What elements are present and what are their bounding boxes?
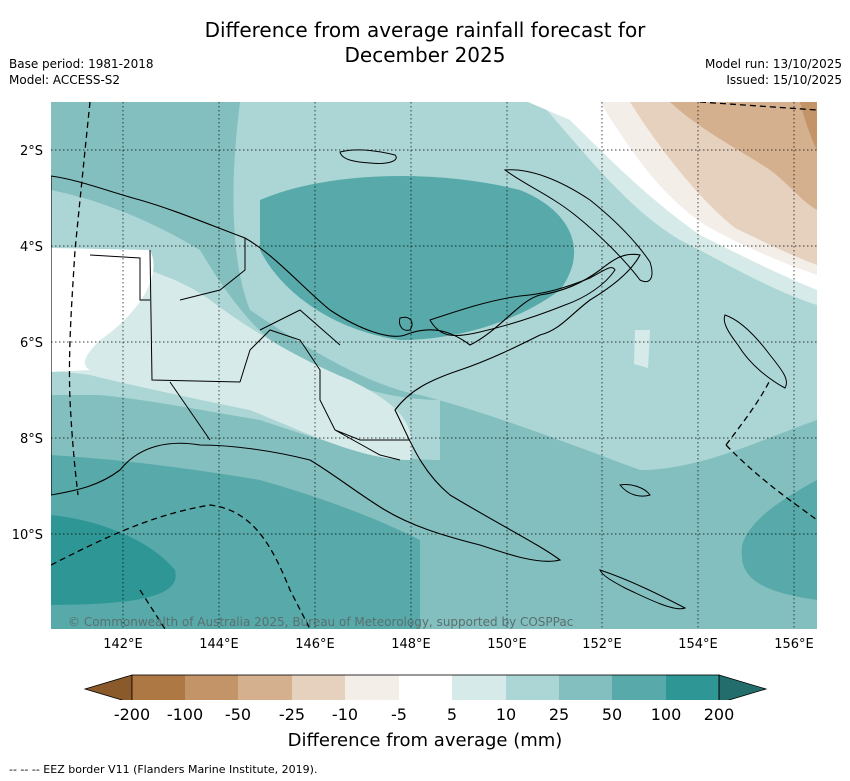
province-borders bbox=[89, 238, 410, 461]
colorbar-segment bbox=[399, 675, 452, 700]
band-5-10-island bbox=[634, 330, 650, 368]
colorbar-segment bbox=[345, 675, 399, 700]
colorbar-label: 100 bbox=[650, 705, 682, 724]
lon-label: 146°E bbox=[295, 637, 335, 652]
new-britain-coast bbox=[429, 267, 616, 337]
colorbar-segment bbox=[132, 675, 185, 700]
lon-label: 148°E bbox=[391, 637, 431, 652]
eez-borders bbox=[51, 102, 817, 629]
colorbar-segment bbox=[612, 675, 666, 700]
lat-label: 8°S bbox=[20, 432, 43, 447]
band-5-10 bbox=[51, 250, 412, 460]
rainfall-map: 2°S 4°S 6°S 8°S 10°S 142°E 144°E 146°E 1… bbox=[12, 102, 817, 700]
band-100-200-southwest bbox=[51, 515, 176, 605]
colorbar-segment bbox=[452, 675, 506, 700]
colorbar-label: 50 bbox=[601, 705, 623, 724]
bougainville-coast bbox=[723, 314, 787, 389]
colorbar-label: -25 bbox=[278, 705, 306, 724]
colorbar-label: 200 bbox=[703, 705, 735, 724]
lat-labels: 2°S 4°S 6°S 8°S 10°S bbox=[12, 144, 43, 543]
lon-labels: 142°E 144°E 146°E 148°E 150°E 152°E 154°… bbox=[103, 637, 814, 652]
colorbar-segment bbox=[666, 675, 719, 700]
colorbar-frame bbox=[131, 674, 720, 700]
colorbar-segment bbox=[559, 675, 612, 700]
southeast-island bbox=[619, 484, 651, 497]
colorbar-segment bbox=[292, 675, 345, 700]
lat-label: 2°S bbox=[20, 144, 43, 159]
lon-label: 152°E bbox=[582, 637, 622, 652]
map-field bbox=[51, 102, 817, 629]
copyright-notice: © Commonwealth of Australia 2025, Bureau… bbox=[68, 615, 573, 629]
eez-footnote: -- -- -- EEZ border V11 (Flanders Marine… bbox=[9, 763, 318, 776]
manus-island bbox=[339, 149, 397, 164]
lat-label: 10°S bbox=[12, 528, 43, 543]
base-model-info: Base period: 1981-2018 Model: ACCESS-S2 bbox=[9, 56, 154, 88]
lon-label: 142°E bbox=[103, 637, 143, 652]
band-50-100-southeast bbox=[741, 480, 817, 600]
colorbar-arrow-high bbox=[718, 674, 768, 700]
colorbar-segment bbox=[506, 675, 559, 700]
band-neg-50-100 bbox=[800, 102, 817, 150]
band-neutral-west bbox=[51, 248, 154, 372]
colorbar-title: Difference from average (mm) bbox=[287, 730, 563, 751]
colorbar-label: -5 bbox=[391, 705, 407, 724]
colorbar-segment bbox=[238, 675, 292, 700]
colorbar bbox=[83, 674, 768, 700]
issued-date: Issued: 15/10/2025 bbox=[726, 73, 842, 87]
lon-label: 144°E bbox=[199, 637, 239, 652]
louisiade-islands bbox=[599, 569, 687, 610]
lon-label: 150°E bbox=[487, 637, 527, 652]
colorbar-label: -100 bbox=[166, 705, 204, 724]
new-guinea-coast bbox=[51, 175, 641, 562]
colorbar-label: 10 bbox=[495, 705, 517, 724]
map-title: Difference from average rainfall forecas… bbox=[0, 18, 850, 68]
colorbar-label: 5 bbox=[446, 705, 458, 724]
model-run: Model run: 13/10/2025 bbox=[704, 57, 842, 71]
band-neg-25-50 bbox=[670, 102, 817, 210]
lat-label: 4°S bbox=[20, 240, 43, 255]
colorbar-segment bbox=[185, 675, 238, 700]
lon-label: 156°E bbox=[774, 637, 814, 652]
base-period: Base period: 1981-2018 bbox=[9, 57, 154, 71]
model-name: Model: ACCESS-S2 bbox=[9, 73, 121, 87]
lat-label: 6°S bbox=[20, 336, 43, 351]
colorbar-arrow-low bbox=[83, 674, 133, 700]
colorbar-label: 25 bbox=[548, 705, 570, 724]
colorbar-label: -50 bbox=[224, 705, 252, 724]
lon-label: 154°E bbox=[678, 637, 718, 652]
title-line-2: December 2025 bbox=[344, 43, 506, 67]
new-ireland-coast bbox=[503, 169, 653, 283]
colorbar-label: -10 bbox=[331, 705, 359, 724]
band-50-100-north bbox=[260, 176, 575, 340]
title-line-1: Difference from average rainfall forecas… bbox=[204, 18, 646, 42]
run-issue-info: Model run: 13/10/2025 Issued: 15/10/2025 bbox=[705, 56, 842, 88]
colorbar-label: -200 bbox=[113, 705, 151, 724]
small-island bbox=[399, 316, 413, 331]
